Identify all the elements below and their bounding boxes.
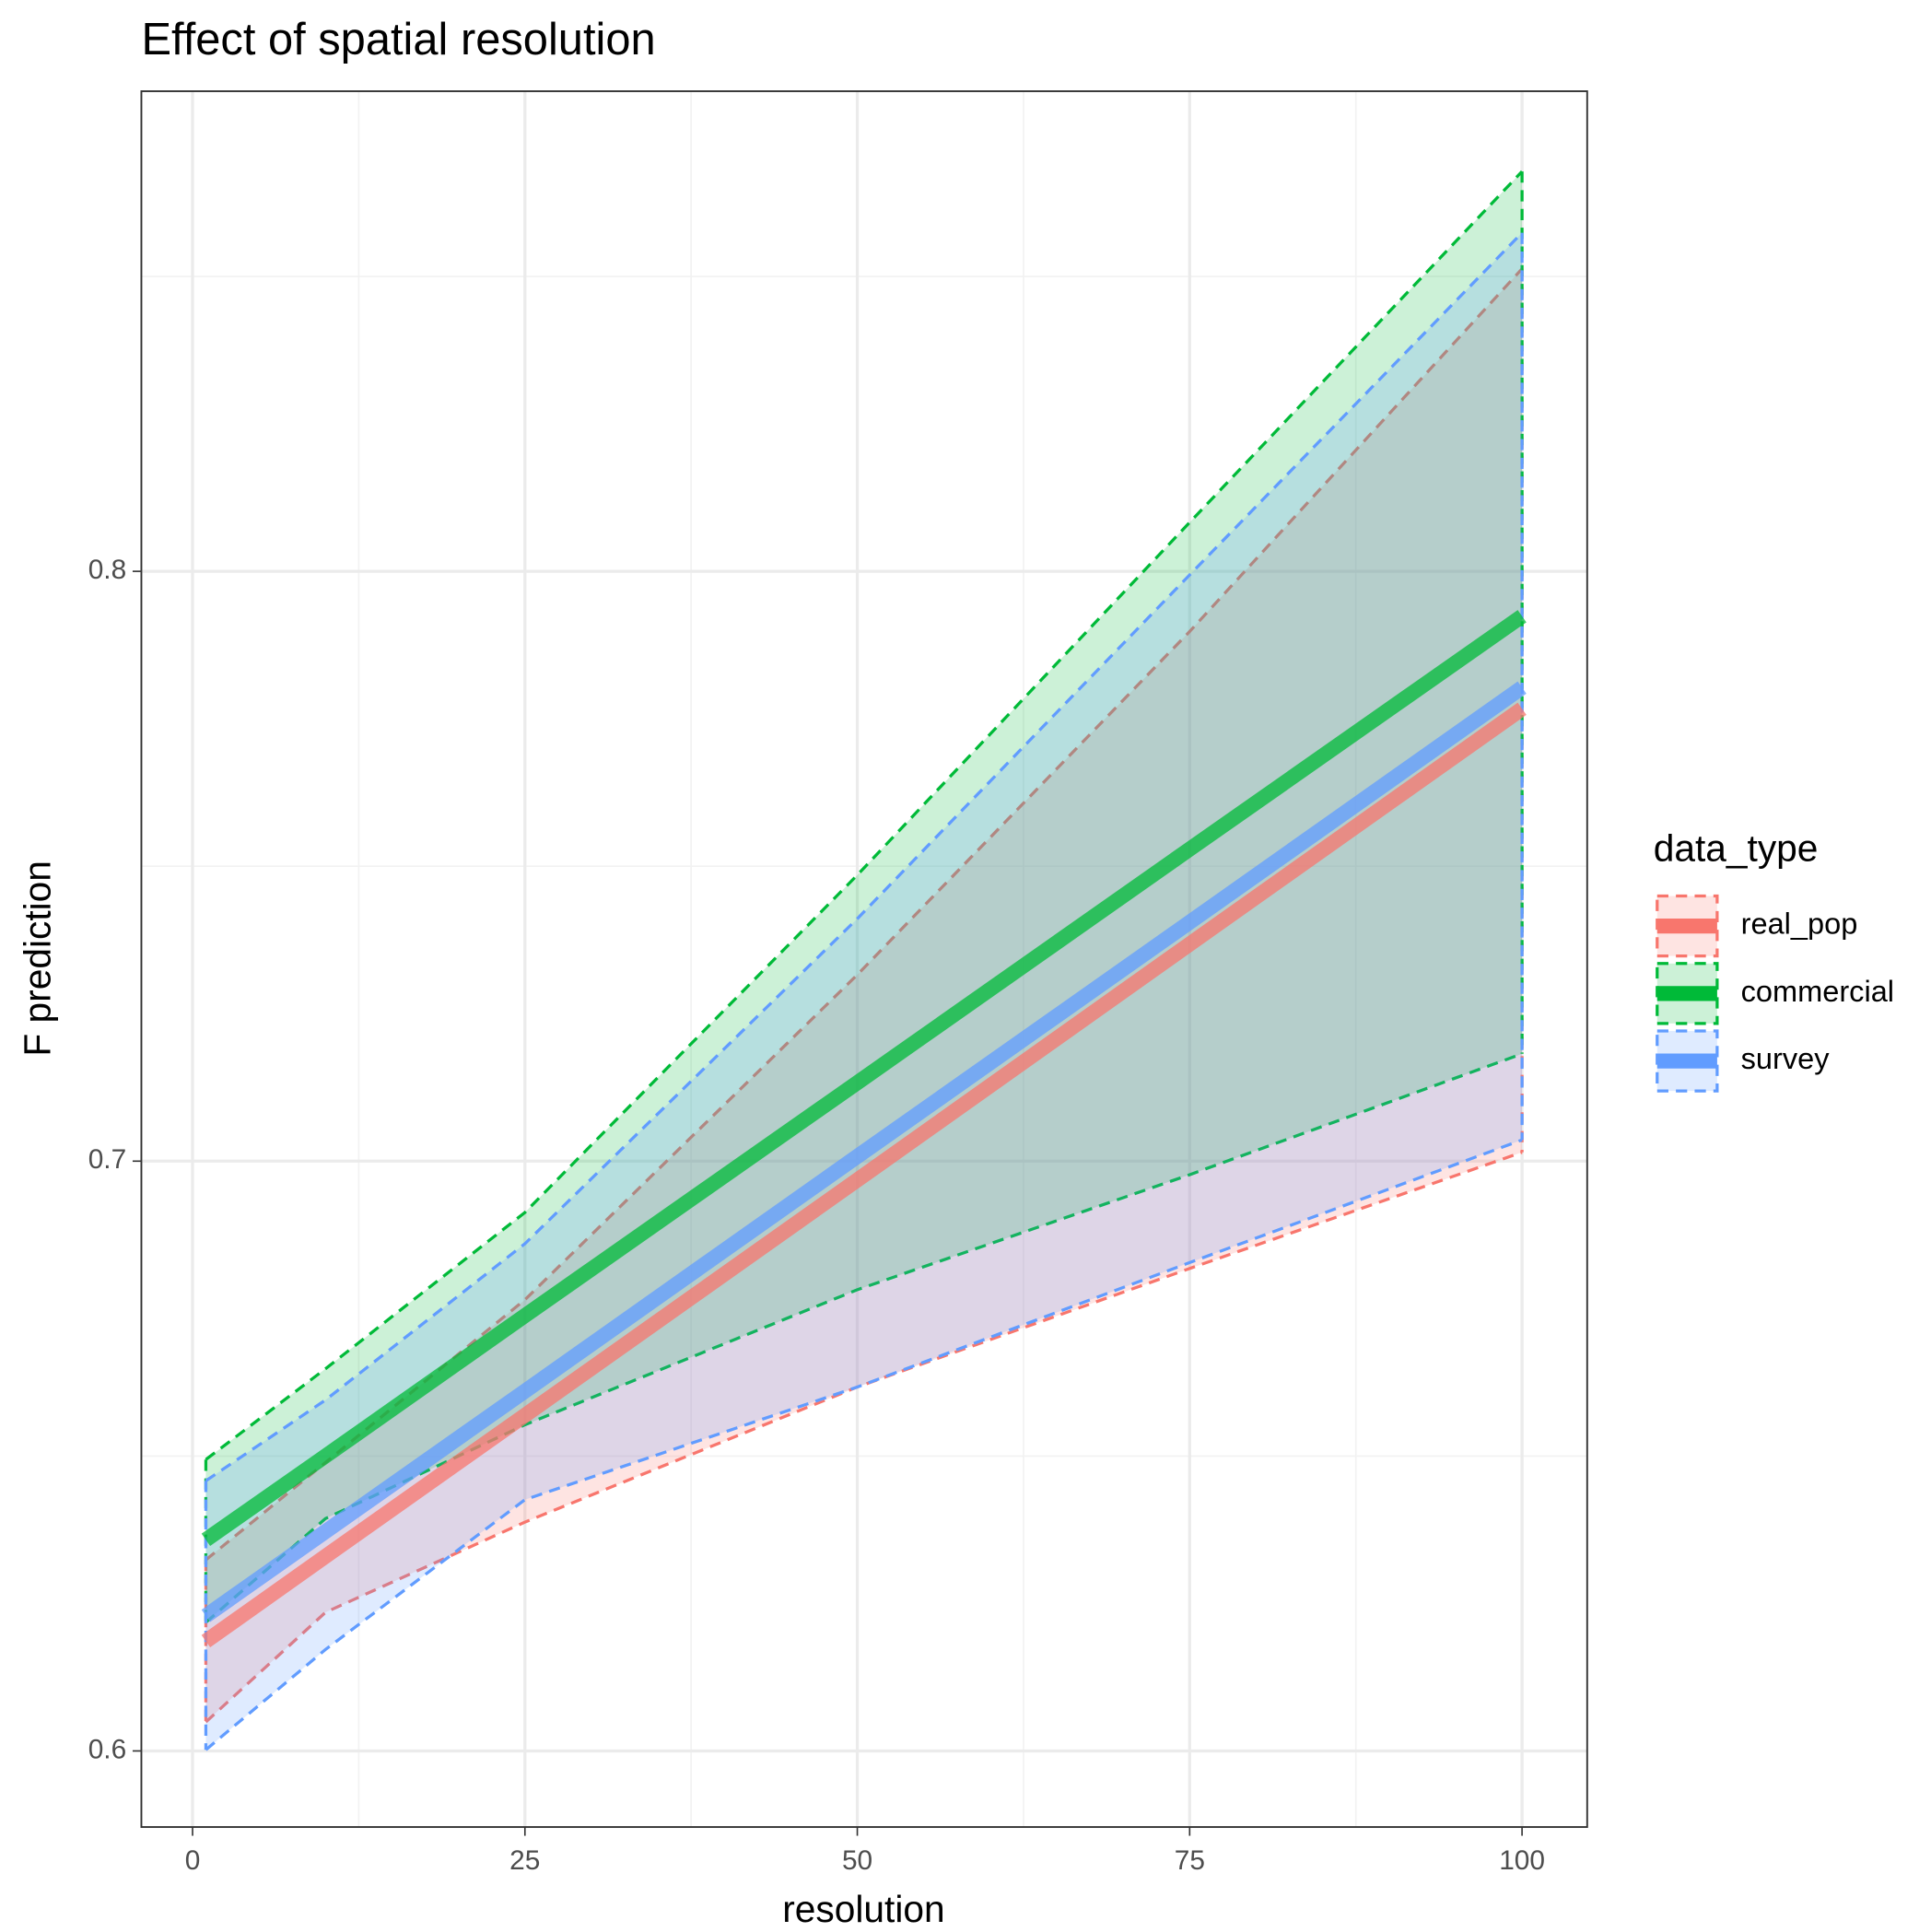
x-tick-label: 25 — [509, 1845, 540, 1876]
x-tick-label: 0 — [185, 1845, 201, 1876]
ribbon-edge — [205, 1138, 1523, 1751]
legend-label: real_pop — [1741, 907, 1858, 941]
ribbon-edge — [205, 267, 1524, 1562]
legend-label: commercial — [1741, 975, 1894, 1008]
chart-title: Effect of spatial resolution — [141, 15, 655, 64]
x-tick-label: 50 — [842, 1845, 872, 1876]
plot-border — [140, 90, 1588, 1829]
ribbon-edge — [205, 1052, 1523, 1624]
ribbon — [205, 171, 1523, 1622]
x-tick-label: 100 — [1499, 1845, 1545, 1876]
ribbon — [205, 268, 1523, 1723]
x-tick-label: 75 — [1175, 1845, 1205, 1876]
y-tick-label: 0.6 — [88, 1734, 126, 1764]
legend-title: data_type — [1654, 826, 1819, 869]
x-axis-label: resolution — [782, 1888, 944, 1930]
legend-label: survey — [1741, 1042, 1831, 1075]
fit-line — [201, 702, 1527, 1648]
ribbon-edge — [205, 170, 1524, 1461]
fit-line — [201, 681, 1527, 1622]
ribbon — [205, 232, 1523, 1751]
y-tick-label: 0.8 — [88, 555, 126, 585]
ribbon-edge — [205, 1151, 1523, 1724]
ribbon-edge — [205, 231, 1524, 1482]
y-axis-label: F prediction — [16, 861, 58, 1057]
y-tick-label: 0.7 — [88, 1144, 126, 1175]
fit-line — [201, 610, 1527, 1546]
plot-background — [141, 91, 1587, 1828]
